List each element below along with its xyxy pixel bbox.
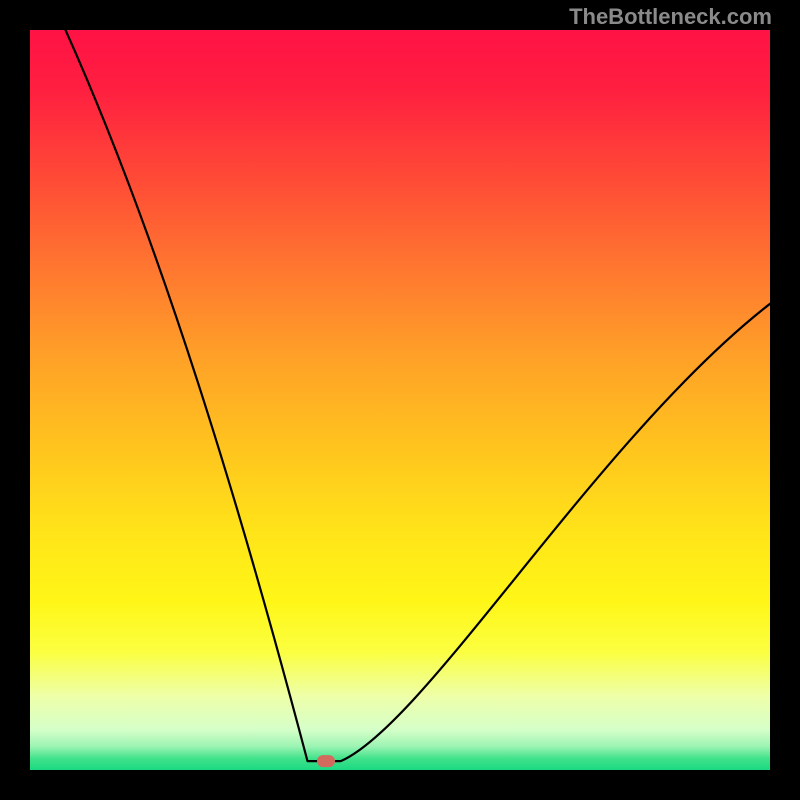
watermark-text: TheBottleneck.com <box>569 4 772 30</box>
gradient-background <box>30 30 770 770</box>
bottleneck-marker <box>317 755 335 767</box>
stage: TheBottleneck.com <box>0 0 800 800</box>
plot-area <box>30 30 770 770</box>
plot-svg <box>30 30 770 770</box>
